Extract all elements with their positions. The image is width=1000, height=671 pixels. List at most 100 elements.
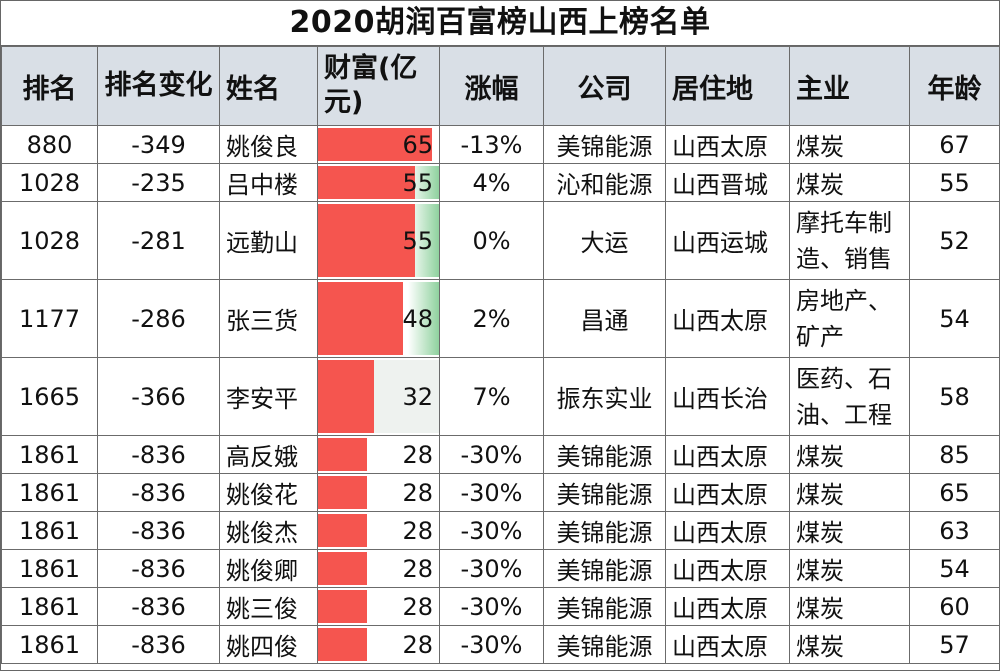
wealth-cell: 28 [317,625,440,664]
rank-change-cell: -836 [97,549,220,588]
residence-cell: 山西太原 [665,279,790,358]
name-cell: 姚俊卿 [219,549,318,588]
wealth-cell: 48 [317,279,440,358]
business-cell: 煤炭 [789,511,910,550]
business-cell: 医药、石油、工程 [789,357,910,436]
wealth-bar [318,166,415,199]
table-row: 1028 -281 远勤山 55 0% 大运 山西运城 摩托车制造、销售 52 [1,201,1000,280]
change-pct-cell: -30% [439,625,544,664]
rank-cell: 1861 [1,549,98,588]
wealth-cell: 65 [317,125,440,164]
rank-cell: 1028 [1,163,98,202]
residence-cell: 山西太原 [665,587,790,626]
rank-change-cell: -349 [97,125,220,164]
age-cell: 54 [909,279,1000,358]
name-cell: 姚俊花 [219,473,318,512]
wealth-cell: 55 [317,201,440,280]
business-cell: 煤炭 [789,125,910,164]
change-pct-cell: -30% [439,511,544,550]
wealth-value: 55 [402,226,433,255]
age-cell: 67 [909,125,1000,164]
name-cell: 姚四俊 [219,625,318,664]
change-pct-cell: -30% [439,587,544,626]
rank-change-cell: -836 [97,435,220,474]
rank-cell: 1861 [1,587,98,626]
table-row: 1861 -836 姚四俊 28 -30% 美锦能源 山西太原 煤炭 57 [1,625,1000,664]
wealth-value: 32 [402,382,433,411]
company-cell: 美锦能源 [543,549,666,588]
table-row: 1861 -836 姚三俊 28 -30% 美锦能源 山西太原 煤炭 60 [1,587,1000,626]
age-cell: 54 [909,549,1000,588]
wealth-value: 48 [402,304,433,333]
rank-change-cell: -836 [97,625,220,664]
age-cell: 85 [909,435,1000,474]
company-cell: 美锦能源 [543,625,666,664]
residence-cell: 山西太原 [665,549,790,588]
change-pct-cell: -30% [439,473,544,512]
wealth-bar [318,514,367,547]
company-cell: 沁和能源 [543,163,666,202]
wealth-cell: 55 [317,163,440,202]
rank-change-cell: -366 [97,357,220,436]
age-cell: 52 [909,201,1000,280]
residence-cell: 山西长治 [665,357,790,436]
age-cell: 58 [909,357,1000,436]
age-cell: 60 [909,587,1000,626]
table-row: 1665 -366 李安平 32 7% 振东实业 山西长治 医药、石油、工程 58 [1,357,1000,436]
wealth-value: 28 [402,478,433,507]
business-cell: 煤炭 [789,435,910,474]
name-cell: 远勤山 [219,201,318,280]
table-row: 880 -349 姚俊良 65 -13% 美锦能源 山西太原 煤炭 67 [1,125,1000,164]
header-company: 公司 [543,46,666,126]
company-cell: 振东实业 [543,357,666,436]
wealth-bar [318,438,367,471]
business-cell: 煤炭 [789,473,910,512]
business-cell: 煤炭 [789,163,910,202]
header-age: 年龄 [909,46,1000,126]
wealth-value: 28 [402,516,433,545]
company-cell: 美锦能源 [543,511,666,550]
name-cell: 李安平 [219,357,318,436]
table-body: 880 -349 姚俊良 65 -13% 美锦能源 山西太原 煤炭 67 1028 -235 吕中楼 5… [1,125,1000,664]
wealth-bar [318,476,367,509]
company-cell: 美锦能源 [543,587,666,626]
name-cell: 张三货 [219,279,318,358]
change-pct-cell: -13% [439,125,544,164]
business-cell: 煤炭 [789,625,910,664]
wealth-cell: 28 [317,587,440,626]
name-cell: 姚俊杰 [219,511,318,550]
name-cell: 姚三俊 [219,587,318,626]
rank-cell: 1177 [1,279,98,358]
header-business: 主业 [789,46,910,126]
table-row: 1861 -836 姚俊卿 28 -30% 美锦能源 山西太原 煤炭 54 [1,549,1000,588]
wealth-cell: 28 [317,473,440,512]
wealth-bar [318,590,367,623]
wealth-cell: 28 [317,511,440,550]
company-cell: 美锦能源 [543,435,666,474]
header-name: 姓名 [219,46,318,126]
wealth-bar [318,360,374,433]
rank-change-cell: -235 [97,163,220,202]
rank-cell: 1861 [1,435,98,474]
rank-cell: 1028 [1,201,98,280]
wealth-value: 65 [402,130,433,159]
rank-cell: 1861 [1,473,98,512]
change-pct-cell: 4% [439,163,544,202]
header-rank: 排名 [1,46,98,126]
table-row: 1028 -235 吕中楼 55 4% 沁和能源 山西晋城 煤炭 55 [1,163,1000,202]
residence-cell: 山西太原 [665,435,790,474]
table-row: 1861 -836 高反娥 28 -30% 美锦能源 山西太原 煤炭 85 [1,435,1000,474]
wealth-value: 28 [402,554,433,583]
wealth-value: 55 [402,168,433,197]
rank-cell: 1861 [1,511,98,550]
table-title: 2020胡润百富榜山西上榜名单 [1,1,999,46]
business-cell: 煤炭 [789,587,910,626]
wealth-cell: 28 [317,435,440,474]
age-cell: 63 [909,511,1000,550]
wealth-bar [318,628,367,661]
change-pct-cell: 7% [439,357,544,436]
company-cell: 美锦能源 [543,473,666,512]
business-cell: 房地产、矿产 [789,279,910,358]
residence-cell: 山西晋城 [665,163,790,202]
name-cell: 高反娥 [219,435,318,474]
